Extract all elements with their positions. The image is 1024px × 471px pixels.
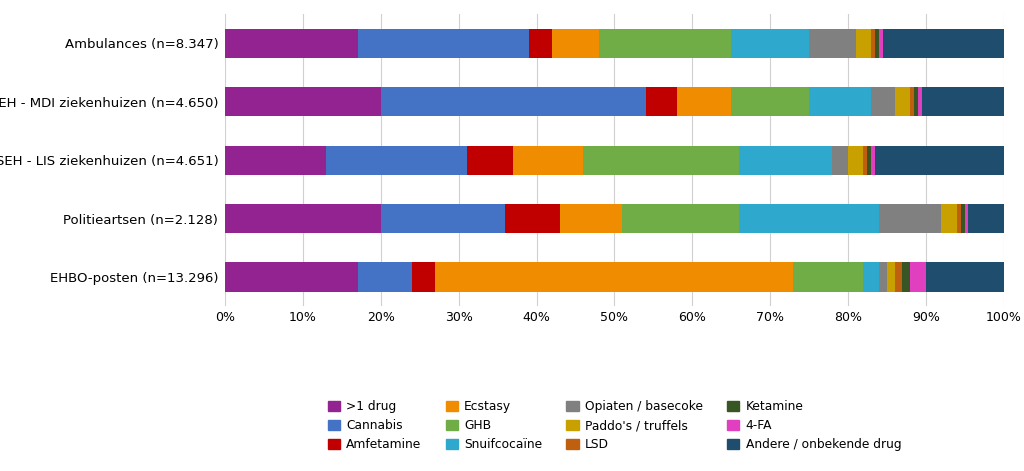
Bar xyxy=(225,29,357,58)
Bar xyxy=(794,262,863,292)
Bar xyxy=(381,204,506,233)
Bar xyxy=(910,262,926,292)
Bar xyxy=(895,262,902,292)
Bar xyxy=(956,204,961,233)
Bar xyxy=(327,146,467,175)
Bar xyxy=(599,29,731,58)
Bar xyxy=(381,87,645,116)
Bar xyxy=(879,204,941,233)
Bar xyxy=(914,87,918,116)
Bar xyxy=(871,29,876,58)
Bar xyxy=(677,87,731,116)
Bar xyxy=(922,87,1004,116)
Bar xyxy=(435,262,794,292)
Bar xyxy=(926,262,1004,292)
Bar xyxy=(902,262,910,292)
Bar xyxy=(879,29,883,58)
Bar xyxy=(879,262,887,292)
Bar xyxy=(552,29,599,58)
Bar xyxy=(560,204,623,233)
Bar xyxy=(739,204,879,233)
Bar xyxy=(357,29,528,58)
Bar xyxy=(584,146,739,175)
Bar xyxy=(848,146,863,175)
Bar xyxy=(225,204,381,233)
Bar xyxy=(467,146,513,175)
Bar xyxy=(357,262,412,292)
Bar xyxy=(961,204,965,233)
Bar xyxy=(867,146,871,175)
Legend: >1 drug, Cannabis, Amfetamine, Ecstasy, GHB, Snuifcocaïne, Opiaten / basecoke, P: >1 drug, Cannabis, Amfetamine, Ecstasy, … xyxy=(322,394,907,457)
Bar xyxy=(876,29,879,58)
Bar xyxy=(809,87,871,116)
Bar xyxy=(225,87,381,116)
Bar xyxy=(809,29,856,58)
Bar xyxy=(863,262,879,292)
Bar xyxy=(225,146,327,175)
Bar xyxy=(918,87,922,116)
Bar xyxy=(513,146,584,175)
Bar xyxy=(965,204,969,233)
Bar xyxy=(969,204,1004,233)
Bar xyxy=(871,87,895,116)
Bar xyxy=(506,204,560,233)
Bar xyxy=(856,29,871,58)
Bar xyxy=(623,204,739,233)
Bar xyxy=(833,146,848,175)
Bar xyxy=(910,87,914,116)
Bar xyxy=(645,87,677,116)
Bar xyxy=(871,146,876,175)
Bar xyxy=(941,204,956,233)
Bar xyxy=(887,262,895,292)
Bar xyxy=(883,29,1004,58)
Bar xyxy=(895,87,910,116)
Bar xyxy=(876,146,1004,175)
Bar xyxy=(528,29,552,58)
Bar xyxy=(863,146,867,175)
Bar xyxy=(412,262,435,292)
Bar xyxy=(731,87,809,116)
Bar xyxy=(739,146,833,175)
Bar xyxy=(731,29,809,58)
Bar xyxy=(225,262,357,292)
